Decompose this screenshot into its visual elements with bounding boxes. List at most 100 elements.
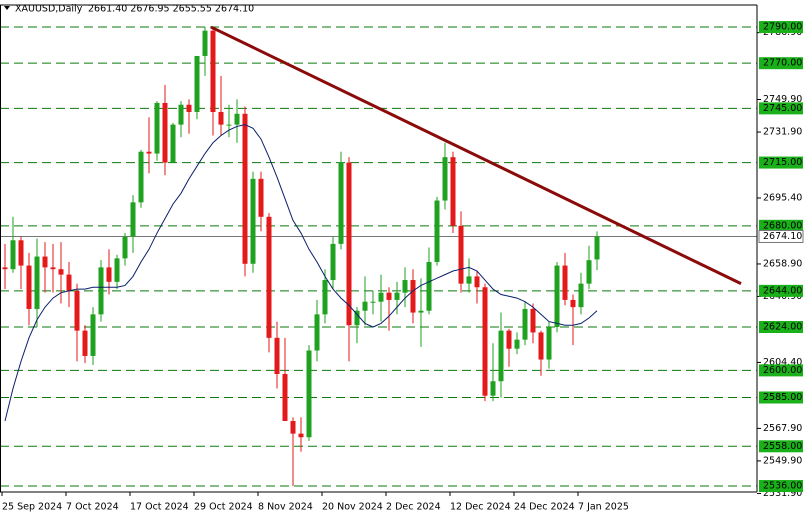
candle-body [122, 236, 128, 259]
candle-body [394, 292, 400, 300]
y-tick-label: 2549.90 [763, 455, 802, 466]
candle-body [386, 292, 392, 300]
moving-average [4, 124, 598, 422]
level-label-box [759, 391, 803, 404]
candle-body [162, 102, 168, 163]
candle-body [282, 373, 288, 421]
candle-body [330, 243, 336, 281]
x-tick-label: 12 Dec 2024 [450, 502, 511, 513]
trendline [210, 25, 742, 285]
candle-body [402, 280, 408, 293]
candle-body [506, 330, 512, 349]
candle-body [34, 256, 40, 309]
candle-body [586, 260, 592, 284]
candle-body [362, 301, 368, 311]
level-label: 2644.00 [763, 285, 802, 296]
candle-body [138, 151, 144, 203]
candle-body [546, 327, 552, 360]
level-label-box [759, 102, 803, 115]
candle-body [186, 104, 192, 112]
candle-body [346, 162, 352, 326]
candle-body [58, 269, 64, 275]
candle-body [250, 178, 256, 264]
candle-body [42, 256, 48, 268]
candle-body [514, 339, 520, 349]
level-label: 2536.00 [763, 481, 802, 492]
y-tick-label: 2695.40 [763, 192, 802, 203]
current-price-label: 2674.10 [763, 231, 802, 242]
candle-body [106, 267, 112, 282]
candle-body [538, 332, 544, 360]
plot [0, 25, 757, 487]
candle-body [354, 310, 360, 326]
candle-body [490, 381, 496, 396]
candle-body [418, 310, 424, 313]
candle-body [298, 433, 304, 438]
candle-body [114, 258, 120, 282]
y-tick-label: 2531.90 [763, 488, 802, 499]
candle-body [530, 308, 536, 333]
candle-body [202, 30, 208, 56]
candle-body [10, 240, 16, 270]
y-tick-label: 2731.90 [763, 127, 802, 138]
y-tick-label: 2658.90 [763, 258, 802, 269]
level-label-box [759, 321, 803, 334]
candle-body [554, 265, 560, 328]
candle-body [66, 274, 72, 291]
level-label-box [759, 219, 803, 232]
candle-body [26, 265, 32, 309]
candle-body [474, 276, 480, 288]
candle-body [370, 301, 376, 303]
candle-body [154, 102, 160, 154]
level-label: 2624.00 [763, 322, 802, 333]
candle-body [338, 162, 344, 244]
x-tick-label: 7 Oct 2024 [66, 502, 119, 513]
candle-body [450, 157, 456, 226]
candle-body [434, 200, 440, 262]
x-tick-label: 2 Dec 2024 [386, 502, 441, 513]
candle-body [90, 314, 96, 356]
candle-body [242, 113, 248, 264]
level-label-box [759, 21, 803, 34]
y-tick-label: 2749.90 [763, 94, 802, 105]
current-price-box [758, 229, 804, 243]
candle-body [266, 216, 272, 338]
level-label: 2745.00 [763, 103, 802, 114]
candle-body [378, 292, 384, 302]
x-tick-label: 8 Nov 2024 [258, 502, 313, 513]
candle-body [570, 299, 576, 308]
candle-body [562, 265, 568, 300]
level-label-box [759, 57, 803, 70]
candle-body [194, 55, 200, 112]
candle-body [466, 276, 472, 284]
candle-body [482, 287, 488, 396]
candle-body [82, 330, 88, 356]
candle-body [98, 267, 104, 315]
x-tick-label: 29 Oct 2024 [194, 502, 253, 513]
x-tick-label: 17 Oct 2024 [130, 502, 189, 513]
candle-body [274, 337, 280, 374]
candle-body [130, 202, 136, 237]
candle-body [50, 267, 56, 270]
candle-body [234, 113, 240, 125]
x-tick-label: 7 Jan 2025 [578, 502, 629, 513]
x-tick-label: 24 Dec 2024 [514, 502, 575, 513]
candle-body [74, 290, 80, 331]
level-label: 2790.00 [763, 22, 802, 33]
candle-body [410, 280, 416, 313]
level-label-box [759, 440, 803, 453]
x-tick-label: 25 Sep 2024 [2, 502, 62, 513]
level-label: 2558.00 [763, 441, 802, 452]
level-label-box [759, 480, 803, 493]
level-label-box [759, 156, 803, 169]
level-label: 2770.00 [763, 58, 802, 69]
menu-arrow[interactable] [4, 6, 10, 10]
candle-body [218, 111, 224, 125]
candle-body [170, 124, 176, 163]
candle-body [178, 104, 184, 125]
x-tick-label: 20 Nov 2024 [322, 502, 383, 513]
level-label: 2585.00 [763, 392, 802, 403]
chart-ohlc: 2661.40 2676.95 2655.55 2674.10 [88, 4, 254, 15]
level-label: 2680.00 [763, 220, 802, 231]
